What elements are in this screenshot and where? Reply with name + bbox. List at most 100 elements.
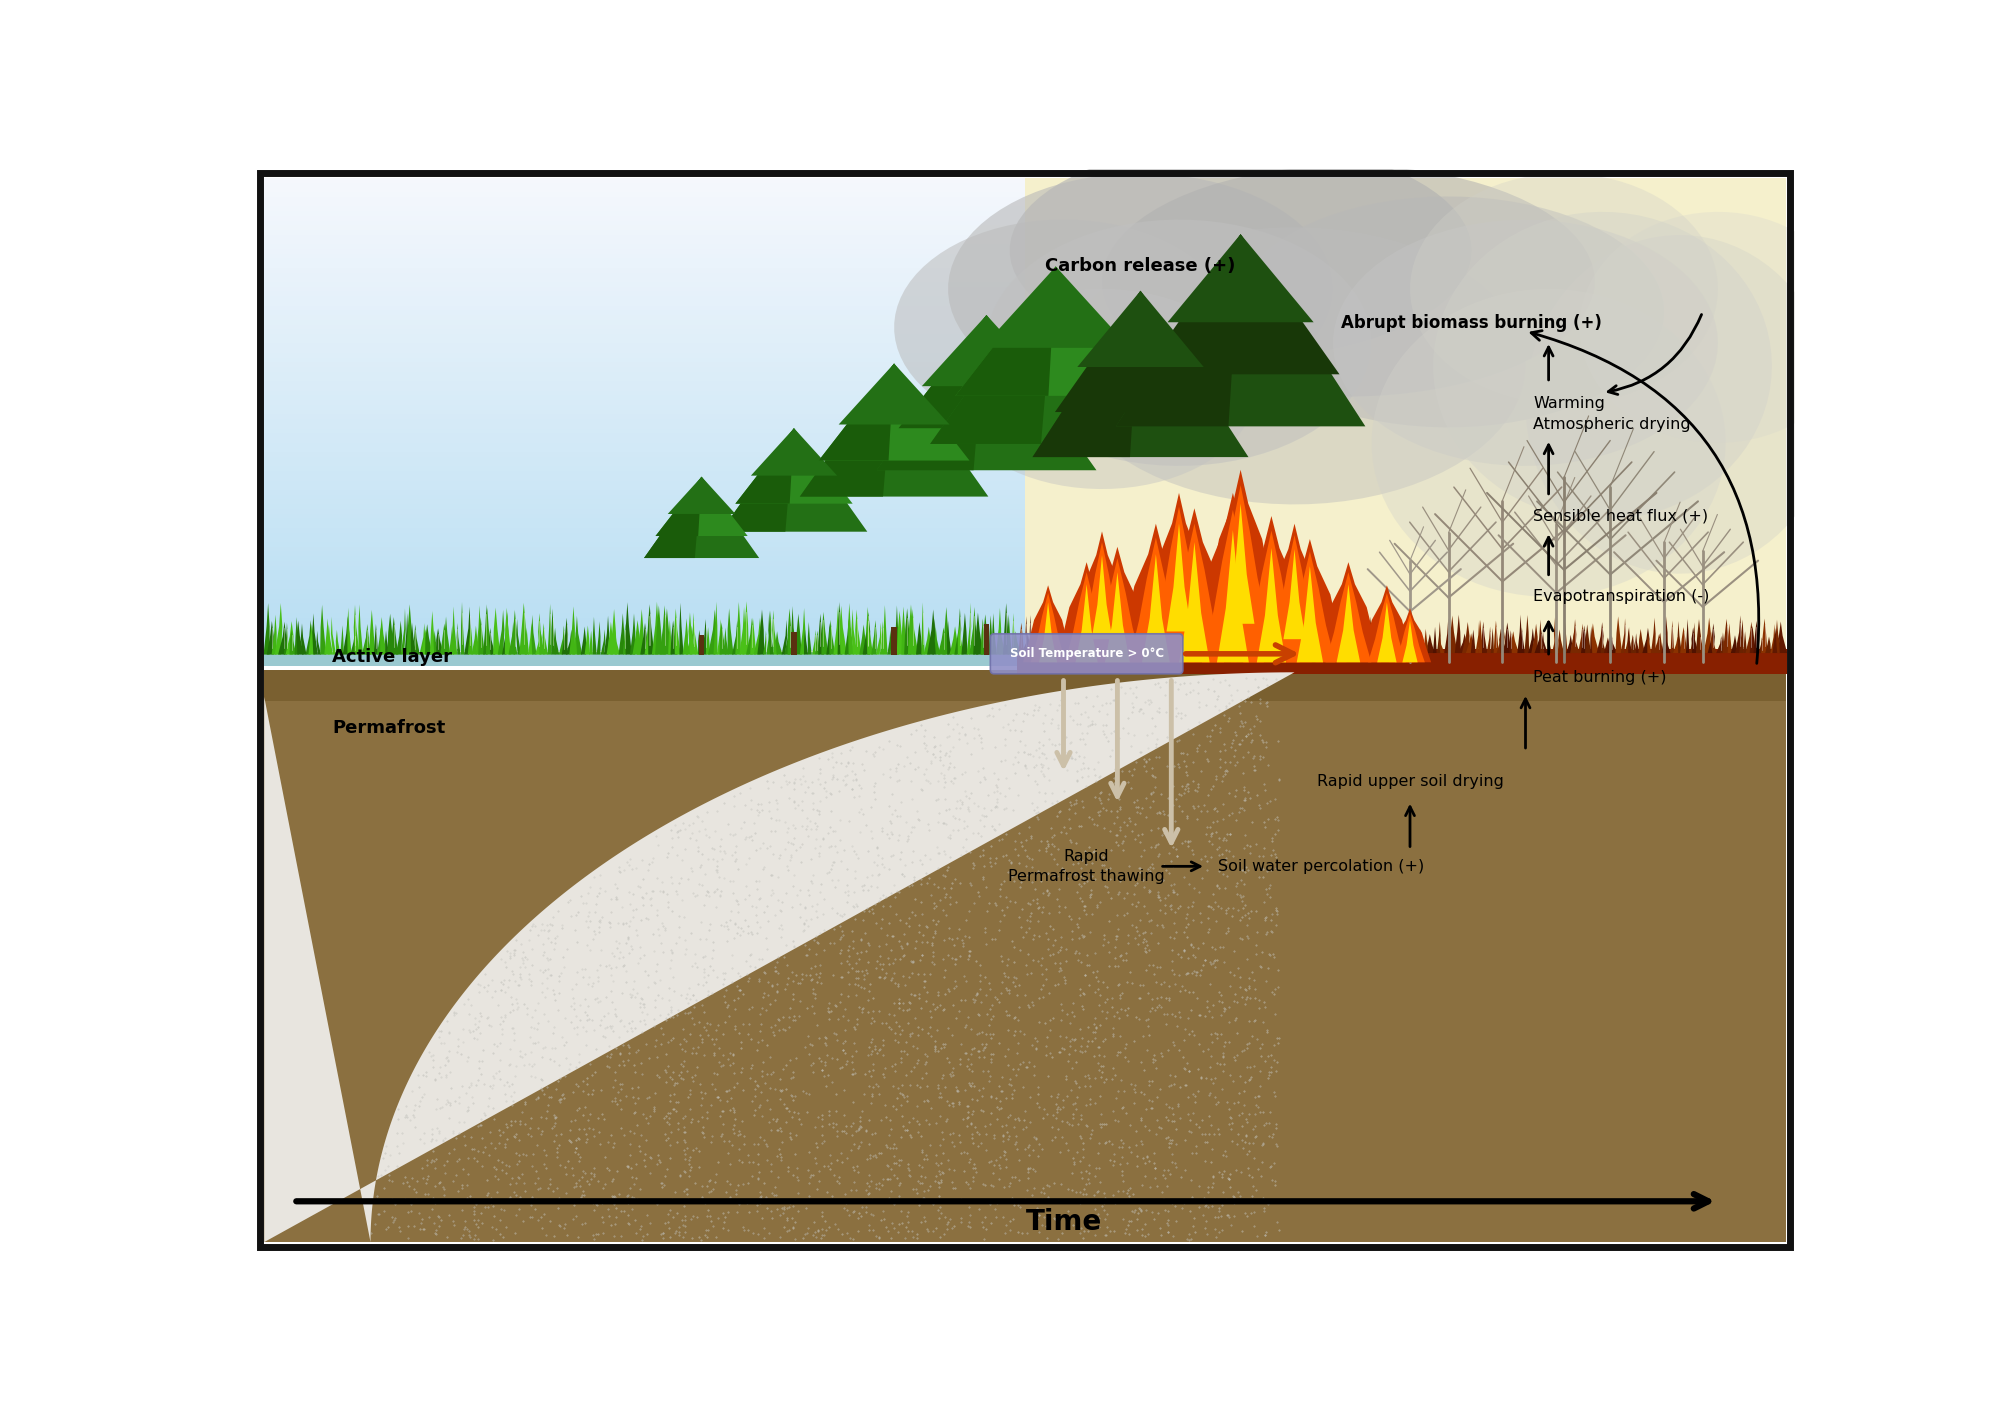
- Polygon shape: [354, 605, 360, 655]
- Polygon shape: [1410, 173, 1718, 405]
- Polygon shape: [1304, 633, 1312, 652]
- Polygon shape: [876, 315, 986, 470]
- Bar: [264, 631, 1026, 637]
- Polygon shape: [1548, 634, 1552, 652]
- Bar: [264, 579, 1026, 585]
- Polygon shape: [1636, 633, 1640, 652]
- Polygon shape: [866, 607, 874, 655]
- Polygon shape: [1142, 235, 1340, 374]
- Polygon shape: [732, 620, 738, 655]
- Polygon shape: [1552, 630, 1556, 652]
- Bar: [264, 565, 1026, 571]
- Polygon shape: [1486, 627, 1490, 652]
- Polygon shape: [1276, 617, 1280, 652]
- Polygon shape: [1114, 623, 1120, 652]
- Polygon shape: [380, 617, 386, 655]
- Bar: [264, 617, 1026, 623]
- Bar: [264, 301, 1026, 305]
- Polygon shape: [1266, 627, 1274, 652]
- Polygon shape: [720, 429, 794, 531]
- Polygon shape: [1296, 567, 1324, 662]
- Polygon shape: [736, 429, 852, 503]
- Polygon shape: [1690, 623, 1696, 652]
- Polygon shape: [1534, 628, 1542, 652]
- Bar: [264, 481, 1026, 485]
- Polygon shape: [1596, 623, 1604, 652]
- Bar: [264, 671, 1786, 700]
- Polygon shape: [758, 609, 764, 655]
- Polygon shape: [320, 605, 326, 655]
- Polygon shape: [1270, 614, 1278, 652]
- Polygon shape: [818, 364, 970, 461]
- Polygon shape: [876, 315, 1096, 470]
- Polygon shape: [1282, 628, 1288, 652]
- Polygon shape: [706, 627, 710, 655]
- Polygon shape: [948, 173, 1332, 405]
- Polygon shape: [1176, 631, 1180, 652]
- Polygon shape: [516, 619, 522, 655]
- Polygon shape: [1260, 633, 1266, 652]
- Polygon shape: [788, 609, 794, 655]
- Polygon shape: [766, 610, 772, 655]
- Bar: [984, 624, 990, 655]
- Polygon shape: [750, 429, 838, 475]
- Polygon shape: [1280, 633, 1284, 652]
- Polygon shape: [1294, 636, 1302, 652]
- Polygon shape: [754, 617, 762, 655]
- Polygon shape: [720, 429, 868, 531]
- Polygon shape: [1116, 235, 1366, 426]
- Bar: [892, 627, 896, 655]
- Polygon shape: [1202, 510, 1264, 662]
- Polygon shape: [490, 627, 496, 655]
- Polygon shape: [420, 623, 426, 655]
- Bar: [264, 193, 1026, 197]
- Polygon shape: [1490, 628, 1494, 652]
- Polygon shape: [1158, 616, 1166, 652]
- Polygon shape: [306, 620, 312, 655]
- Bar: [264, 475, 1026, 481]
- Polygon shape: [1632, 634, 1638, 652]
- Polygon shape: [1118, 637, 1124, 652]
- Polygon shape: [284, 623, 288, 655]
- Bar: [264, 353, 1026, 357]
- Bar: [264, 381, 1026, 387]
- Polygon shape: [1248, 627, 1254, 652]
- Polygon shape: [1032, 291, 1248, 457]
- Polygon shape: [1624, 627, 1630, 652]
- Polygon shape: [1102, 166, 1594, 396]
- Polygon shape: [392, 617, 398, 655]
- Polygon shape: [1496, 624, 1504, 652]
- Polygon shape: [1586, 624, 1592, 652]
- Polygon shape: [930, 267, 1056, 444]
- Text: Soil Temperature > 0°C: Soil Temperature > 0°C: [1010, 647, 1164, 661]
- Bar: [792, 631, 796, 655]
- Polygon shape: [872, 620, 876, 655]
- Polygon shape: [1378, 631, 1384, 652]
- Polygon shape: [1504, 623, 1512, 652]
- Polygon shape: [1778, 621, 1788, 652]
- Polygon shape: [636, 609, 644, 655]
- Polygon shape: [1582, 626, 1588, 652]
- Polygon shape: [264, 672, 1294, 1241]
- Polygon shape: [1318, 616, 1322, 652]
- Polygon shape: [1142, 554, 1170, 662]
- Bar: [264, 253, 1026, 259]
- Polygon shape: [1156, 626, 1162, 652]
- Polygon shape: [1730, 636, 1736, 652]
- Polygon shape: [1428, 634, 1434, 652]
- Bar: [264, 319, 1026, 325]
- Polygon shape: [1074, 617, 1082, 652]
- Polygon shape: [502, 612, 508, 655]
- Polygon shape: [818, 364, 894, 461]
- Polygon shape: [498, 610, 504, 655]
- Polygon shape: [1060, 634, 1064, 652]
- Polygon shape: [1412, 636, 1418, 652]
- Polygon shape: [974, 624, 978, 655]
- Polygon shape: [686, 626, 694, 655]
- Polygon shape: [860, 624, 866, 655]
- Polygon shape: [1436, 621, 1440, 652]
- Bar: [264, 367, 1026, 371]
- Polygon shape: [1244, 631, 1250, 652]
- Polygon shape: [566, 630, 572, 655]
- Polygon shape: [1462, 621, 1470, 652]
